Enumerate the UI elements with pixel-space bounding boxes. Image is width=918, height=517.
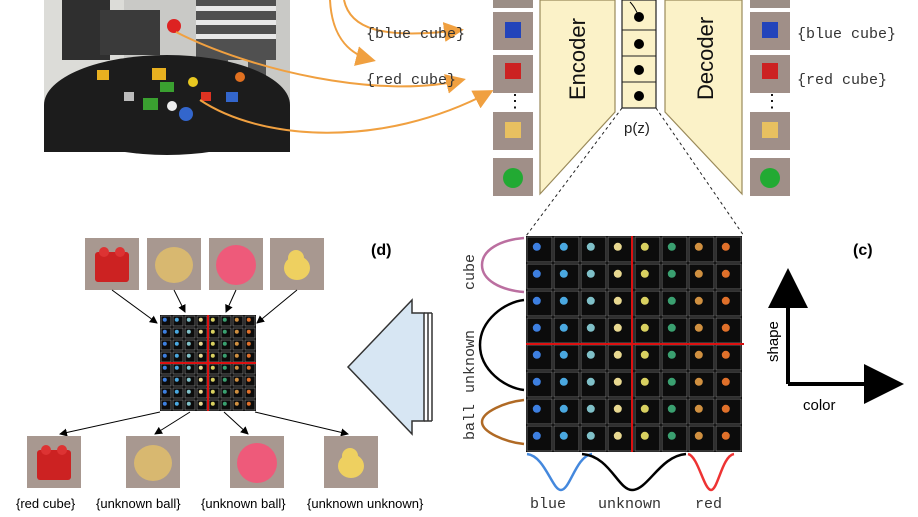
decoded-blue-cube: {blue cube}: [797, 26, 896, 43]
row-label-unknown: unknown: [462, 330, 479, 393]
result-thumbnails: [27, 436, 378, 488]
zoom-line-right: [655, 107, 745, 237]
pink-ball-icon: [216, 245, 256, 285]
result-label-3: {unknown ball}: [201, 496, 286, 511]
input-thumbnails: ⋮: [493, 0, 533, 196]
decoder-label: Decoder: [693, 17, 718, 100]
col-label-red: red: [695, 496, 722, 513]
latent-vector: [621, 0, 657, 109]
encoder-block: [539, 0, 616, 196]
decoder-block: [664, 0, 743, 196]
red-cube-icon: [505, 63, 521, 79]
col-label-blue: blue: [530, 496, 566, 513]
encoder-label: Encoder: [565, 18, 590, 100]
blue-cube-icon: [505, 22, 521, 38]
code-blue-cube: {blue cube}: [366, 26, 465, 43]
axis-label-color: color: [803, 397, 836, 414]
decoded-red-cube: {red cube}: [797, 72, 887, 89]
row-label-cube: cube: [462, 254, 479, 290]
zoom-line-left: [525, 107, 623, 237]
query-thumbnails: [85, 238, 324, 290]
green-ball-icon: [503, 168, 523, 188]
code-red-cube: {red cube}: [366, 72, 456, 89]
orange-arrows: [175, 0, 494, 134]
result-label-1: {red cube}: [16, 496, 76, 511]
red-lego-icon: [95, 252, 129, 282]
panel-label-d: (d): [371, 242, 391, 259]
yellow-cube-icon: [505, 122, 521, 138]
svg-text:⋮: ⋮: [763, 91, 781, 111]
output-thumbnails: ⋮: [750, 0, 790, 196]
big-left-arrow: [346, 298, 433, 436]
latent-traversal-grid: [526, 236, 744, 452]
panel-label-c: (c): [853, 242, 873, 259]
query-latent-grid: [160, 315, 256, 411]
robot-table-photo: [44, 0, 290, 155]
axis-label-shape: shape: [765, 321, 782, 362]
shape-distributions: [478, 236, 525, 446]
panel-d-arrows: [59, 289, 349, 437]
textured-ball-icon: [155, 247, 193, 283]
result-label-2: {unknown ball}: [96, 496, 181, 511]
result-label-4: {unknown unknown}: [307, 496, 424, 511]
svg-text:⋮: ⋮: [506, 91, 524, 111]
row-label-ball: ball: [462, 404, 479, 440]
latent-label: p(z): [624, 120, 650, 137]
color-distributions: [526, 452, 735, 492]
shape-color-axes: [768, 268, 904, 404]
col-label-unknown: unknown: [598, 496, 661, 513]
